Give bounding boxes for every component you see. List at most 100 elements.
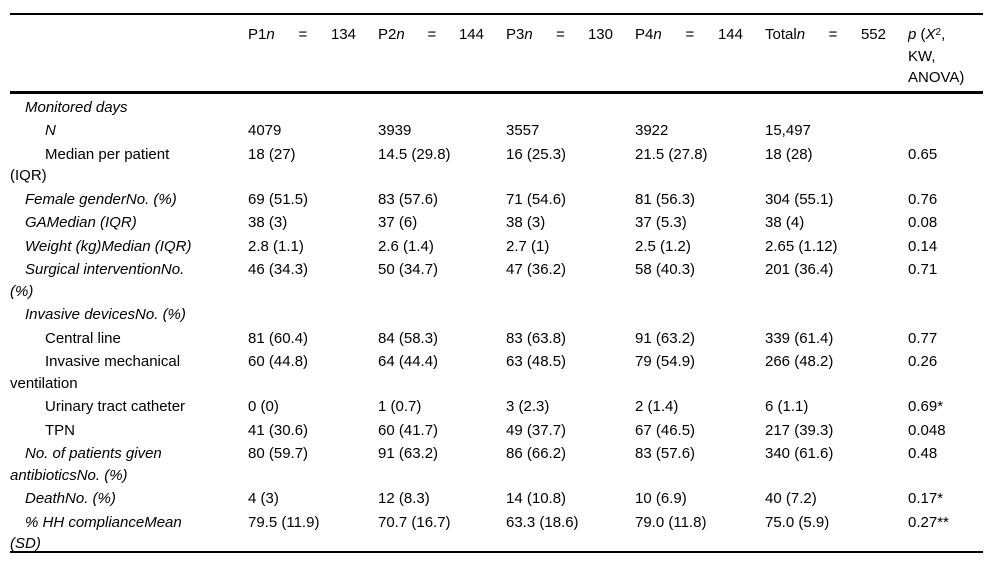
cell-total: 217 (39.3) [765,421,834,439]
cell-p4: 83 (57.6) [635,445,696,462]
cell-p-value: 0.77 [908,329,938,347]
cell-p4: 58 (40.3) [635,261,696,278]
row-surgical-intervention: Surgical interventionNo. (%) 46 (34.3) 50… [10,258,983,303]
header-col-p3: P3n = 130 [506,15,635,92]
cell-p3 [506,303,635,327]
cell-label: Invasive devicesNo. (%) [25,306,186,323]
cell-p1: 0 (0) [248,398,279,415]
data-table: P1n = 134 P2n = 144 P3n = 130 P4n = 144 Totaln = 5… [10,15,983,556]
cell-p-value [908,119,983,143]
cell-p4: 81 (56.3) [635,190,696,208]
cell-p1 [248,92,378,119]
cell-p3 [506,92,635,119]
cell-p3: 71 (54.6) [506,190,567,208]
cell-label: Weight (kg)Median (IQR) [25,237,192,255]
cell-p2: 2.6 (1.4) [378,237,434,255]
cell-p1: 2.8 (1.1) [248,237,304,255]
cell-p1: 60 (44.8) [248,353,309,370]
row-median-per-patient: Median per patient (IQR) 18 (27) 14.5 (29… [10,143,983,188]
cell-label: No. of patients given antibioticsNo. (%) [10,445,162,484]
cell-p4: 91 (63.2) [635,329,696,347]
equals-sign: = [427,26,437,43]
cell-p-value: 0.27** [908,513,949,531]
cell-p-value [908,92,983,119]
header-row: P1n = 134 P2n = 144 P3n = 130 P4n = 144 Totaln = 5… [10,15,983,92]
row-urinary-tract-catheter: Urinary tract catheter 0 (0) 1 (0.7) 3 (… [10,395,983,419]
cell-label: Invasive mechanical ventilation [10,353,181,392]
cell-p-value [908,303,983,327]
header-col-p-value: p (X2, KW, ANOVA) [908,26,965,86]
cell-total: 2.65 (1.12) [765,237,838,255]
cell-p-value: 0.14 [908,237,938,255]
cell-p2: 83 (57.6) [378,190,439,208]
cell-total: 201 (36.4) [765,261,834,278]
cell-p2: 3939 [378,122,412,139]
cell-p2: 64 (44.4) [378,353,439,370]
cell-p-value: 0.71 [908,261,938,278]
cell-label: DeathNo. (%) [25,490,116,507]
cell-p2: 1 (0.7) [378,398,422,415]
cell-total: 266 (48.2) [765,353,834,370]
cell-p2: 12 (8.3) [378,490,430,507]
cell-p-value: 0.048 [908,421,946,439]
cell-p1: 4079 [248,122,282,139]
cell-label: TPN [45,421,75,439]
header-col-p4: P4n = 144 [635,15,765,92]
group-name: Totaln [765,26,806,43]
group-name: P4n [635,26,662,43]
row-death: DeathNo. (%) 4 (3) 12 (8.3) 14 (10.8) 10… [10,487,983,511]
cell-p-value: 0.26 [908,353,938,370]
row-invasive-devices: Invasive devicesNo. (%) [10,303,983,327]
cell-label: % HH complianceMean (SD) [10,513,182,553]
cell-p2 [378,303,506,327]
cell-p3: 38 (3) [506,214,546,231]
cell-p3: 2.7 (1) [506,237,550,255]
cell-p-value: 0.48 [908,445,938,462]
equals-sign: = [555,26,565,43]
cell-total: 339 (61.4) [765,329,834,347]
cell-p3: 3 (2.3) [506,398,550,415]
cell-p3: 83 (63.8) [506,329,567,347]
row-monitored-days: Monitored days [10,92,983,119]
cell-total [765,92,908,119]
header-col-p2: P2n = 144 [378,15,506,92]
group-name: P3n [506,26,533,43]
cell-p2: 60 (41.7) [378,421,439,439]
cell-p4: 37 (5.3) [635,214,687,231]
cell-p4: 3922 [635,122,669,139]
group-count: 144 [458,26,484,43]
cell-label: Median per patient (IQR) [10,145,170,185]
cell-p3: 49 (37.7) [506,421,567,439]
cell-total: 38 (4) [765,214,805,231]
group-count: 552 [860,26,886,43]
cell-p2: 14.5 (29.8) [378,145,451,163]
cell-p3: 63 (48.5) [506,353,567,370]
row-central-line: Central line 81 (60.4) 84 (58.3) 83 (63.… [10,327,983,351]
row-antibiotics: No. of patients given antibioticsNo. (%) … [10,442,983,487]
cell-p4: 2 (1.4) [635,398,679,415]
cell-p3: 3557 [506,122,540,139]
row-n: N 4079 3939 3557 3922 15,497 [10,119,983,143]
cell-p4: 10 (6.9) [635,490,687,507]
cell-p2: 70.7 (16.7) [378,513,451,531]
cell-label: N [45,122,56,139]
cell-p4: 21.5 (27.8) [635,145,708,163]
cell-p2: 50 (34.7) [378,261,439,278]
cell-p2: 84 (58.3) [378,329,439,347]
cell-p4 [635,303,765,327]
cell-label: Urinary tract catheter [45,398,186,415]
cell-p1: 80 (59.7) [248,445,309,462]
cell-p4: 79.0 (11.8) [635,513,707,531]
cell-p1 [248,303,378,327]
cell-label: GAMedian (IQR) [25,214,137,231]
cell-total: 304 (55.1) [765,190,834,208]
cell-p3: 63.3 (18.6) [506,513,579,531]
cell-p1: 81 (60.4) [248,329,309,347]
cell-total: 6 (1.1) [765,398,809,415]
row-invasive-mechanical-ventilation: Invasive mechanical ventilation 60 (44.8)… [10,350,983,395]
row-tpn: TPN 41 (30.6) 60 (41.7) 49 (37.7) 67 (46… [10,419,983,443]
cell-label: Monitored days [25,98,128,116]
group-count: 134 [330,26,356,43]
cell-total: 40 (7.2) [765,490,817,507]
cell-p-value: 0.65 [908,145,938,163]
